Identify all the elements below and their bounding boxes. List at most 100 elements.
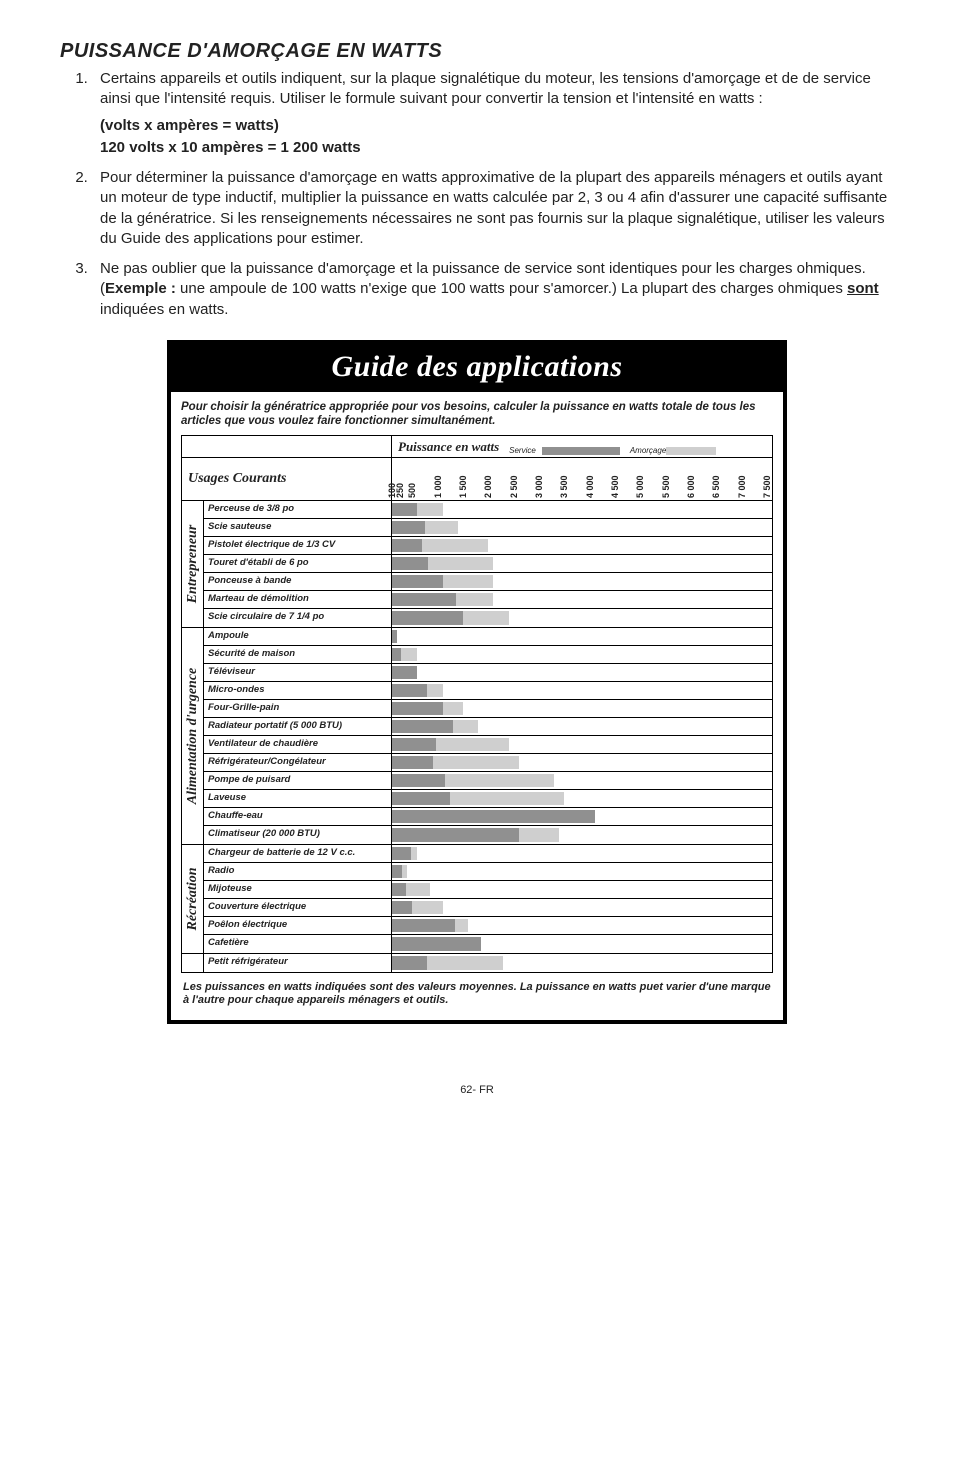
- tick-label: 2 000: [483, 475, 493, 498]
- chart-group: Alimentation d'urgenceAmpouleSécurité de…: [181, 628, 773, 845]
- chart-row: Ponceuse à bande: [204, 573, 772, 591]
- chart-row: Radio: [204, 863, 772, 881]
- formula-block: (volts x ampères = watts) 120 volts x 10…: [100, 116, 894, 159]
- tick-label: 500: [407, 482, 417, 497]
- row-bar-area: [392, 736, 772, 753]
- chart-row: Chargeur de batterie de 12 V c.c.: [204, 845, 772, 863]
- usages-header: Usages Courants: [182, 458, 392, 500]
- row-bar-area: [392, 628, 772, 645]
- row-bar-area: [392, 863, 772, 880]
- amorcage-bar: [425, 521, 458, 534]
- tick-label: 6 500: [711, 475, 721, 498]
- service-bar: [392, 666, 417, 679]
- chart-group: EntrepreneurPerceuse de 3/8 poScie saute…: [181, 501, 773, 628]
- amorcage-bar: [427, 684, 442, 697]
- header-wattage-cell: Puissance en watts Service Amorçage: [392, 436, 772, 457]
- chart-group: RécréationChargeur de batterie de 12 V c…: [181, 845, 773, 954]
- row-label: Chauffe-eau: [204, 808, 392, 825]
- amorcage-bar: [519, 828, 560, 842]
- row-label: Pistolet électrique de 1/3 CV: [204, 537, 392, 554]
- row-label: Téléviseur: [204, 664, 392, 681]
- chart-row: Radiateur portatif (5 000 BTU): [204, 718, 772, 736]
- row-label: Radio: [204, 863, 392, 880]
- amorcage-bar: [453, 720, 478, 733]
- amorcage-bar: [412, 901, 442, 914]
- amorcage-bar: [443, 702, 463, 715]
- underline-text: sont: [847, 280, 879, 297]
- tick-label: 2 500: [509, 475, 519, 498]
- amorcage-bar: [422, 539, 488, 552]
- amorcage-bar: [450, 792, 564, 805]
- row-label: Micro-ondes: [204, 682, 392, 699]
- list-item: Pour déterminer la puissance d'amorçage …: [92, 168, 894, 249]
- instruction-list: Certains appareils et outils indiquent, …: [60, 69, 894, 320]
- tick-label: 5 000: [635, 475, 645, 498]
- category-label: Entrepreneur: [182, 501, 204, 627]
- chart-row: Pistolet électrique de 1/3 CV: [204, 537, 772, 555]
- rows-container: Petit réfrigérateur: [204, 954, 772, 972]
- amorcage-bar: [411, 847, 417, 860]
- chart-row: Cafetière: [204, 935, 772, 953]
- row-bar-area: [392, 935, 772, 953]
- header-label-cell: [182, 436, 392, 457]
- service-bar: [392, 557, 428, 570]
- chart-footnote: Les puissances en watts indiquées sont d…: [181, 973, 773, 1011]
- service-label: Service: [509, 446, 536, 455]
- list-item: Certains appareils et outils indiquent, …: [92, 69, 894, 158]
- row-bar-area: [392, 826, 772, 844]
- category-label: [182, 954, 204, 972]
- row-label: Mijoteuse: [204, 881, 392, 898]
- row-label: Chargeur de batterie de 12 V c.c.: [204, 845, 392, 862]
- row-label: Climatiseur (20 000 BTU): [204, 826, 392, 844]
- row-label: Touret d'établi de 6 po: [204, 555, 392, 572]
- chart-header-row: Puissance en watts Service Amorçage: [181, 435, 773, 457]
- chart-row: Perceuse de 3/8 po: [204, 501, 772, 519]
- chart-row: Poêlon électrique: [204, 917, 772, 935]
- row-bar-area: [392, 573, 772, 590]
- rows-container: AmpouleSécurité de maisonTéléviseurMicro…: [204, 628, 772, 844]
- row-label: Couverture électrique: [204, 899, 392, 916]
- list-text: une ampoule de 100 watts n'exige que 100…: [176, 280, 847, 297]
- chart-row: Scie sauteuse: [204, 519, 772, 537]
- tick-label: 5 500: [661, 475, 671, 498]
- tick-label: 4 000: [585, 475, 595, 498]
- groups-container: EntrepreneurPerceuse de 3/8 poScie saute…: [181, 501, 773, 973]
- chart-row: Marteau de démolition: [204, 591, 772, 609]
- chart-group: Petit réfrigérateur: [181, 954, 773, 973]
- row-label: Réfrigérateur/Congélateur: [204, 754, 392, 771]
- service-bar: [392, 919, 455, 932]
- row-label: Laveuse: [204, 790, 392, 807]
- category-label: Récréation: [182, 845, 204, 953]
- list-text: Pour déterminer la puissance d'amorçage …: [100, 169, 887, 247]
- tick-label: 6 000: [686, 475, 696, 498]
- row-bar-area: [392, 845, 772, 862]
- ticks-row: Usages Courants 1002505001 0001 5002 000…: [181, 457, 773, 501]
- row-label: Ponceuse à bande: [204, 573, 392, 590]
- chart-row: Mijoteuse: [204, 881, 772, 899]
- tick-label: 1 500: [458, 475, 468, 498]
- tick-label: 3 500: [559, 475, 569, 498]
- service-bar: [392, 575, 443, 588]
- tick-label: 4 500: [610, 475, 620, 498]
- row-bar-area: [392, 808, 772, 825]
- section-title: PUISSANCE D'AMORÇAGE EN WATTS: [60, 40, 894, 63]
- row-bar-area: [392, 591, 772, 608]
- row-label: Scie circulaire de 7 1/4 po: [204, 609, 392, 627]
- chart-row: Sécurité de maison: [204, 646, 772, 664]
- chart-subtitle: Pour choisir la génératrice appropriée p…: [171, 392, 783, 435]
- wattage-legend: Puissance en watts Service Amorçage: [392, 436, 772, 457]
- chart-body: Puissance en watts Service Amorçage Usag…: [171, 435, 783, 1021]
- row-label: Scie sauteuse: [204, 519, 392, 536]
- row-label: Poêlon électrique: [204, 917, 392, 934]
- formula-line: (volts x ampères = watts): [100, 116, 894, 136]
- row-bar-area: [392, 954, 772, 972]
- rows-container: Perceuse de 3/8 poScie sauteusePistolet …: [204, 501, 772, 627]
- amorcage-legend-bar: [666, 447, 716, 455]
- row-bar-area: [392, 609, 772, 627]
- row-label: Ampoule: [204, 628, 392, 645]
- service-bar: [392, 937, 481, 951]
- row-bar-area: [392, 682, 772, 699]
- row-bar-area: [392, 664, 772, 681]
- row-label: Perceuse de 3/8 po: [204, 501, 392, 518]
- amorcage-bar: [463, 611, 509, 625]
